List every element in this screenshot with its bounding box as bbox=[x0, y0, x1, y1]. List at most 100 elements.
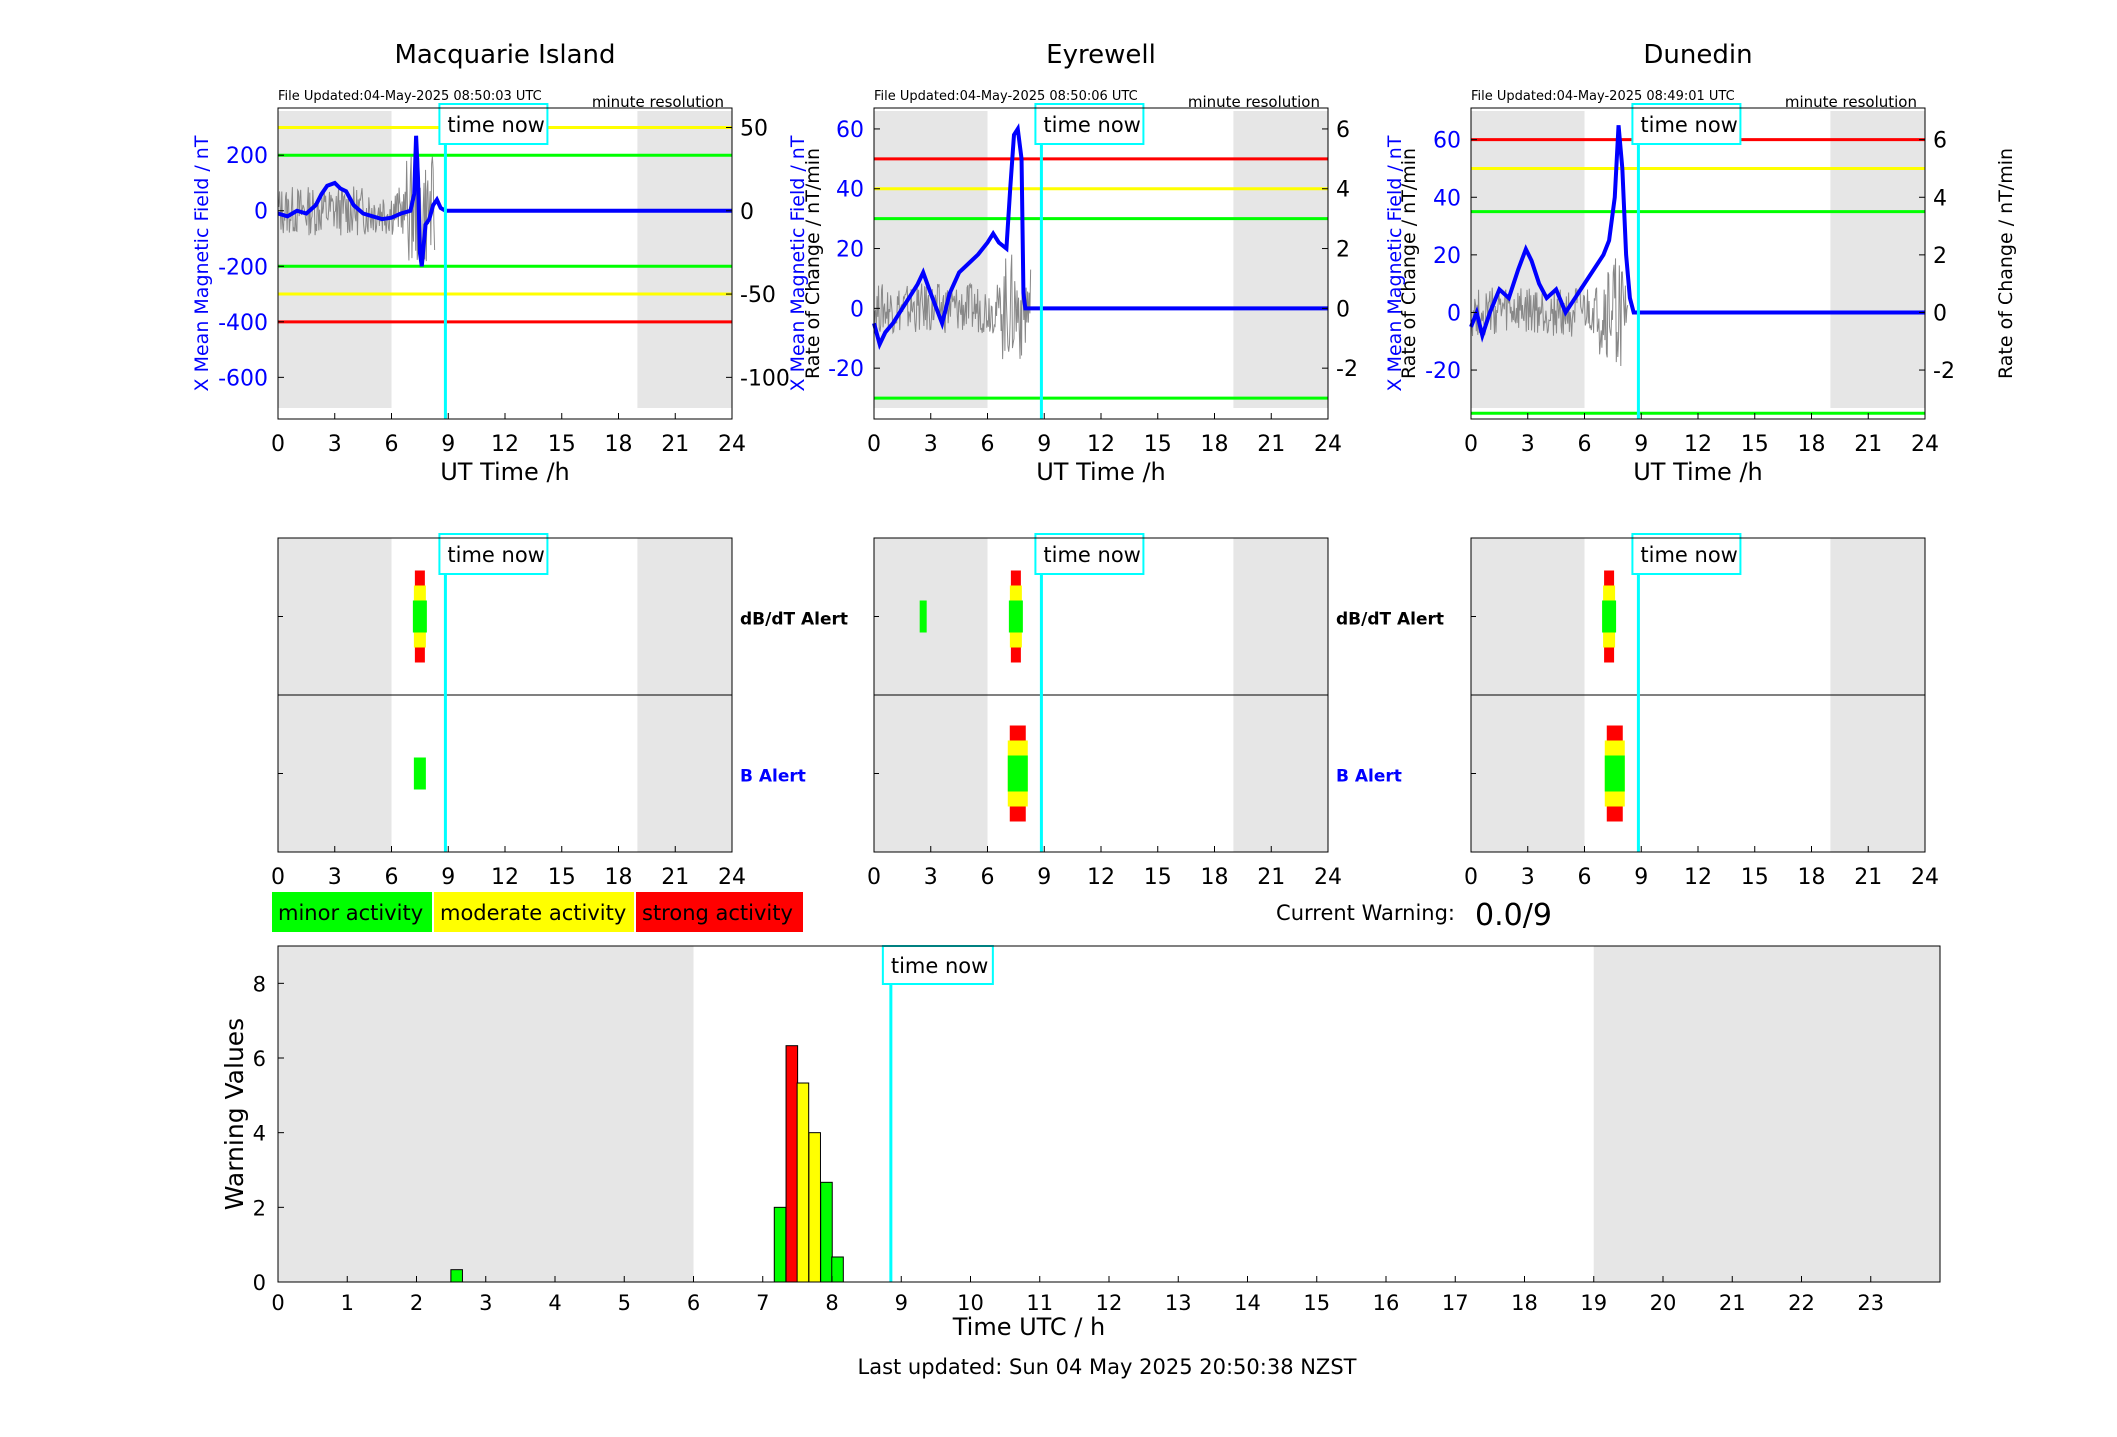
file-updated-text: File Updated:04-May-2025 08:50:06 UTC bbox=[874, 89, 1138, 104]
x-tick-label: 9 bbox=[441, 865, 455, 890]
x-tick-label: 9 bbox=[441, 432, 455, 457]
y-right-tick-label: 6 bbox=[1336, 118, 1350, 143]
x-tick-label: 3 bbox=[1521, 432, 1535, 457]
y-right-tick-label: 0 bbox=[1933, 301, 1947, 326]
warning-bar-moderate bbox=[808, 1132, 821, 1283]
x-tick-label: 24 bbox=[1911, 865, 1939, 890]
x-tick-label: 16 bbox=[1373, 1291, 1400, 1315]
x-tick-label: 15 bbox=[548, 432, 576, 457]
time-now-label: time now bbox=[891, 954, 988, 978]
night-shade bbox=[637, 111, 732, 408]
y-right-tick-label: 2 bbox=[1933, 244, 1947, 269]
y-left-tick-label: -20 bbox=[828, 357, 864, 382]
alert-minor-bar bbox=[1007, 755, 1028, 792]
x-tick-label: 9 bbox=[1634, 865, 1648, 890]
night-shade bbox=[278, 946, 694, 1282]
time-now-box bbox=[1034, 103, 1145, 145]
time-now-label: time now bbox=[1640, 543, 1737, 567]
x-tick-label: 6 bbox=[981, 865, 995, 890]
warning-bar-minor bbox=[773, 1206, 787, 1283]
x-tick-label: 6 bbox=[1578, 432, 1592, 457]
rate-of-change-line bbox=[1470, 258, 1629, 366]
y-right-tick-label: 0 bbox=[1336, 297, 1350, 322]
resolution-text: minute resolution bbox=[592, 93, 724, 111]
file-updated-text: File Updated:04-May-2025 08:49:01 UTC bbox=[1471, 89, 1735, 104]
x-tick-label: 13 bbox=[1165, 1291, 1192, 1315]
dbdt-alert-label: dB/dT Alert bbox=[1336, 610, 1444, 630]
x-tick-label: 21 bbox=[1854, 432, 1882, 457]
x-tick-label: 5 bbox=[618, 1291, 631, 1315]
x-tick-label: 0 bbox=[867, 865, 881, 890]
x-tick-label: 6 bbox=[981, 432, 995, 457]
warning-bar-minor bbox=[820, 1181, 833, 1283]
y-right-tick-label: 2 bbox=[1336, 238, 1350, 263]
x-axis-label: UT Time /h bbox=[1036, 458, 1166, 486]
x-tick-label: 20 bbox=[1650, 1291, 1677, 1315]
y-right-tick-label: 4 bbox=[1336, 178, 1350, 203]
x-tick-label: 0 bbox=[1464, 432, 1478, 457]
time-now-box bbox=[438, 533, 549, 575]
x-tick-label: 21 bbox=[1719, 1291, 1746, 1315]
y-left-tick-label: 20 bbox=[1433, 244, 1461, 269]
y-left-tick-label: -20 bbox=[1425, 359, 1461, 384]
x-tick-label: 11 bbox=[1026, 1291, 1053, 1315]
time-now-box bbox=[1631, 533, 1742, 575]
x-axis-label: UT Time /h bbox=[440, 458, 570, 486]
x-tick-label: 18 bbox=[1201, 432, 1229, 457]
night-shade bbox=[278, 111, 392, 408]
x-tick-label: 3 bbox=[924, 865, 938, 890]
dbdt-alert-label: dB/dT Alert bbox=[740, 610, 848, 630]
alert-panel-2: time now 0 3 6 9 12 15 18 21 24 dB/dT Alert B Alert bbox=[867, 533, 1444, 890]
time-now-box bbox=[1034, 533, 1145, 575]
night-shade bbox=[1830, 111, 1925, 408]
x-tick-label: 12 bbox=[1087, 865, 1115, 890]
y-right-tick-label: 50 bbox=[740, 116, 768, 141]
y-tick-label: 4 bbox=[253, 1122, 266, 1146]
x-tick-label: 15 bbox=[1144, 432, 1172, 457]
rate-of-change-line bbox=[873, 254, 1032, 360]
y-left-axis-label: X Mean Magnetic Field / nT bbox=[1384, 135, 1406, 391]
x-tick-label: 15 bbox=[1303, 1291, 1330, 1315]
legend-strong-label: strong activity bbox=[642, 901, 793, 925]
y-tick-label: 6 bbox=[253, 1047, 266, 1071]
x-tick-label: 14 bbox=[1234, 1291, 1261, 1315]
warning-bar-moderate bbox=[796, 1082, 810, 1283]
alert-minor-bar bbox=[1604, 755, 1625, 792]
y-left-tick-label: 40 bbox=[1433, 186, 1461, 211]
x-tick-label: 2 bbox=[410, 1291, 423, 1315]
x-axis-label: Time UTC / h bbox=[952, 1313, 1106, 1341]
x-tick-label: 1 bbox=[341, 1291, 354, 1315]
x-tick-label: 9 bbox=[1037, 432, 1051, 457]
x-tick-label: 7 bbox=[756, 1291, 769, 1315]
y-left-tick-label: 60 bbox=[836, 118, 864, 143]
magnetometer-plot-1: time now 0 3 6 9 12 15 18 21 24 200 0 -200 -400 -600 50… bbox=[191, 40, 824, 486]
x-mean-field-line bbox=[277, 135, 732, 267]
y-left-tick-label: 40 bbox=[836, 178, 864, 203]
x-tick-label: 21 bbox=[1257, 865, 1285, 890]
x-tick-label: 10 bbox=[957, 1291, 984, 1315]
time-now-box bbox=[438, 103, 549, 145]
x-tick-label: 18 bbox=[1798, 865, 1826, 890]
x-tick-label: 22 bbox=[1788, 1291, 1815, 1315]
x-tick-label: 0 bbox=[1464, 865, 1478, 890]
warning-bar-minor bbox=[450, 1269, 463, 1283]
x-tick-label: 15 bbox=[1144, 865, 1172, 890]
legend-minor-swatch bbox=[272, 892, 432, 932]
resolution-text: minute resolution bbox=[1785, 93, 1917, 111]
x-tick-label: 0 bbox=[271, 432, 285, 457]
y-right-axis-label: Rate of Change / nT/min bbox=[1398, 148, 1420, 379]
x-tick-label: 15 bbox=[1741, 865, 1769, 890]
x-tick-label: 3 bbox=[479, 1291, 492, 1315]
y-right-tick-label: -2 bbox=[1933, 359, 1955, 384]
legend-moderate-label: moderate activity bbox=[440, 901, 626, 925]
x-tick-label: 18 bbox=[605, 865, 633, 890]
current-warning-value: 0.0/9 bbox=[1475, 898, 1552, 933]
x-tick-label: 3 bbox=[924, 432, 938, 457]
y-left-tick-label: 0 bbox=[1447, 301, 1461, 326]
x-tick-label: 3 bbox=[1521, 865, 1535, 890]
x-tick-label: 24 bbox=[1911, 432, 1939, 457]
legend-moderate-swatch bbox=[434, 892, 634, 932]
alert-minor-bar bbox=[1602, 600, 1617, 633]
